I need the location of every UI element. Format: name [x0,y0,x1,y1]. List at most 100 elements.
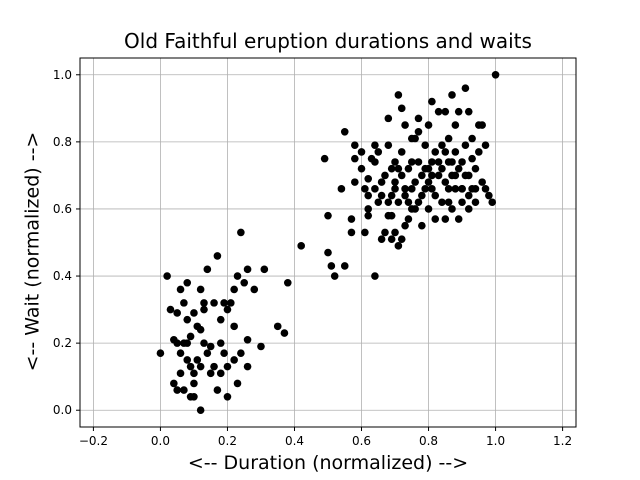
data-point [173,309,181,317]
data-point [173,339,181,347]
data-point [186,362,195,371]
data-point [371,141,379,150]
data-point [397,148,406,156]
grid [80,58,576,427]
data-point [347,215,356,223]
data-point [428,171,436,180]
data-point [200,339,208,347]
data-point [384,198,393,207]
data-point [230,322,238,331]
data-points [156,70,500,415]
data-point [428,97,436,106]
data-point [458,158,466,166]
data-point [166,305,175,314]
y-tick-label: 0.8 [53,135,72,149]
data-point [421,141,429,150]
data-point [377,235,386,243]
data-point [337,185,346,193]
data-point [441,107,450,116]
data-point [351,178,359,186]
y-tick-label: 1.0 [53,68,72,82]
data-point [203,349,212,358]
data-point [230,285,238,294]
data-point [357,148,366,156]
data-point [180,299,188,307]
data-point [377,191,386,200]
data-point [216,315,225,324]
data-point [391,185,399,193]
data-point [441,148,450,156]
data-point [163,272,171,280]
data-point [156,349,165,358]
data-point [176,369,185,378]
data-point [441,215,450,223]
data-point [364,211,373,220]
data-point [384,211,393,220]
data-point [361,228,369,237]
data-point [216,369,225,378]
data-point [250,285,259,294]
chart-title: Old Faithful eruption durations and wait… [124,29,532,53]
data-point [340,128,349,136]
data-point [438,141,446,150]
data-point [407,158,416,166]
data-point [387,235,396,243]
data-point [481,185,490,193]
data-point [464,191,473,200]
x-tick-label: 0.8 [419,434,438,448]
data-point [428,158,436,166]
data-point [364,174,373,183]
data-point [220,349,228,358]
data-point [206,342,215,351]
data-point [330,272,339,280]
data-point [424,164,433,173]
data-point [233,379,242,388]
data-point [223,305,232,314]
data-point [428,185,436,193]
data-point [176,349,185,358]
data-point [243,265,252,274]
data-point [414,158,423,166]
data-point [196,285,205,294]
data-point [401,185,409,193]
data-point [381,228,389,237]
data-point [461,84,470,92]
data-point [471,185,480,193]
data-point [397,235,406,243]
data-point [374,198,383,207]
data-point [431,191,440,200]
data-point [384,141,393,150]
data-point [200,305,208,314]
x-tick-label: 0.2 [218,434,237,448]
data-point [407,134,416,143]
x-tick-label: −0.2 [79,434,108,448]
data-point [324,211,332,220]
data-point [227,299,235,307]
data-point [401,221,409,230]
data-point [170,379,178,388]
data-point [237,349,245,358]
data-point [280,329,289,337]
data-point [176,285,185,294]
data-point [200,299,208,307]
data-point [394,242,403,250]
x-tick-label: 1.2 [553,434,572,448]
data-point [404,198,413,207]
data-point [243,335,252,344]
data-point [283,278,292,287]
x-tick-label: 0.0 [151,434,170,448]
data-point [180,386,188,394]
data-point [448,91,456,99]
data-point [414,114,423,123]
data-point [481,141,490,150]
data-point [418,221,426,230]
data-point [387,164,396,173]
y-tick-label: 0.0 [53,403,72,417]
data-point [404,164,413,173]
data-point [401,121,409,129]
data-point [424,178,433,186]
data-point [364,205,373,213]
data-point [260,265,269,274]
data-point [364,191,373,200]
x-tick-label: 0.4 [285,434,304,448]
